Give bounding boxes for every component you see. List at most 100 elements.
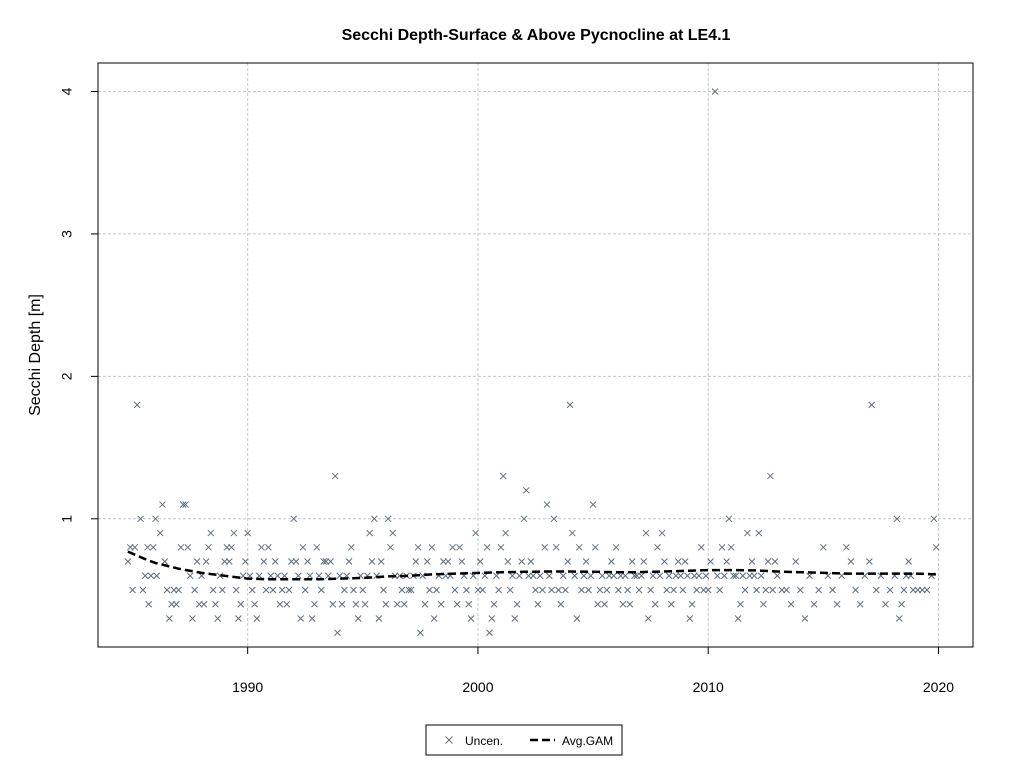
- data-point: [242, 558, 249, 565]
- data-point: [732, 572, 740, 580]
- data-point: [661, 558, 668, 565]
- y-tick-label: 3: [59, 230, 75, 238]
- data-point: [720, 572, 728, 580]
- data-point: [237, 600, 245, 608]
- data-point: [852, 586, 859, 594]
- data-point: [718, 543, 726, 551]
- data-point: [350, 586, 357, 594]
- x-tick-label: 1990: [232, 679, 263, 695]
- data-point: [495, 586, 503, 594]
- data-point: [771, 558, 779, 565]
- data-point: [129, 586, 136, 594]
- data-point: [847, 558, 855, 565]
- data-point: [640, 558, 648, 565]
- data-point: [748, 558, 756, 565]
- data-point: [398, 586, 406, 594]
- uncen-points: [124, 88, 940, 637]
- data-point: [895, 615, 903, 622]
- chart-title: Secchi Depth-Surface & Above Pycnocline …: [342, 27, 731, 44]
- data-point: [141, 572, 149, 580]
- data-point: [741, 586, 749, 594]
- data-point: [444, 558, 452, 565]
- legend-marker-uncen: [445, 736, 453, 744]
- data-point: [511, 615, 519, 622]
- data-point: [932, 543, 940, 551]
- data-point: [534, 600, 542, 608]
- data-point: [260, 558, 268, 565]
- data-point: [762, 586, 770, 594]
- data-point: [490, 600, 498, 608]
- data-point: [290, 515, 298, 523]
- data-point: [214, 615, 222, 622]
- data-point: [186, 572, 194, 580]
- data-point: [182, 501, 189, 508]
- data-point: [723, 558, 730, 565]
- data-point: [760, 600, 767, 608]
- data-point: [670, 586, 678, 594]
- data-point: [202, 558, 210, 565]
- data-point: [313, 543, 321, 551]
- data-point: [898, 600, 905, 608]
- data-point: [258, 543, 265, 551]
- data-point: [327, 558, 334, 565]
- data-point: [615, 586, 622, 594]
- data-point: [626, 600, 634, 608]
- data-point: [714, 572, 721, 580]
- data-point: [866, 558, 873, 565]
- data-point: [552, 543, 560, 551]
- data-point: [654, 543, 661, 551]
- data-point: [755, 529, 763, 537]
- plot-frame: [97, 62, 974, 648]
- data-point: [532, 586, 539, 594]
- legend-label-uncen: Uncen.: [465, 734, 503, 748]
- data-point: [886, 586, 894, 594]
- data-point: [872, 586, 880, 594]
- data-point: [267, 572, 275, 580]
- data-point: [465, 600, 473, 608]
- data-point: [783, 586, 790, 594]
- data-point: [796, 586, 804, 594]
- data-point: [244, 529, 252, 537]
- data-point: [299, 543, 307, 551]
- data-point: [792, 558, 800, 565]
- data-point: [467, 615, 475, 622]
- data-point: [681, 558, 689, 565]
- data-point: [677, 572, 684, 580]
- data-point: [559, 572, 567, 580]
- data-point: [601, 600, 608, 608]
- data-point: [285, 586, 293, 594]
- data-point: [679, 586, 687, 594]
- data-point: [189, 615, 196, 622]
- data-point: [320, 558, 328, 565]
- data-point: [704, 586, 712, 594]
- data-point: [274, 572, 281, 580]
- data-point: [366, 529, 374, 537]
- data-point: [179, 501, 187, 508]
- data-point: [147, 572, 155, 580]
- data-point: [596, 586, 604, 594]
- data-point: [359, 586, 367, 594]
- data-point: [573, 615, 581, 622]
- data-point: [271, 558, 279, 565]
- data-point: [923, 586, 931, 594]
- data-point: [734, 615, 742, 622]
- data-point: [702, 572, 710, 580]
- data-point: [437, 600, 445, 608]
- data-point: [449, 543, 456, 551]
- data-point: [642, 529, 650, 537]
- data-point: [483, 543, 491, 551]
- data-point: [665, 572, 673, 580]
- data-point: [686, 615, 694, 622]
- data-point: [347, 543, 355, 551]
- y-tick-label: 1: [59, 515, 75, 523]
- data-point: [893, 515, 901, 523]
- data-point: [730, 572, 737, 580]
- data-point: [225, 558, 233, 565]
- data-point: [334, 629, 341, 637]
- data-point: [674, 558, 682, 565]
- data-point: [550, 515, 558, 523]
- data-point: [149, 543, 157, 551]
- data-point: [592, 543, 599, 551]
- data-point: [456, 543, 463, 551]
- data-point: [647, 586, 654, 594]
